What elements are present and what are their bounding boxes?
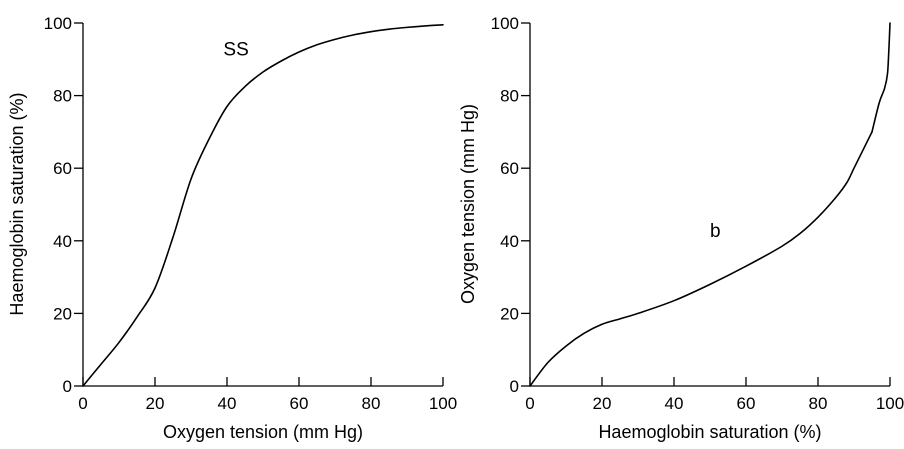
left-y-axis-title: Haemoglobin saturation (%) (7, 92, 27, 315)
right-y-axis-title: Oxygen tension (mm Hg) (458, 104, 478, 304)
left-x-tick-label: 0 (78, 394, 87, 413)
left-x-tick-label: 40 (218, 394, 237, 413)
left-x-axis-title: Oxygen tension (mm Hg) (163, 422, 363, 442)
left-y-tick-label: 0 (63, 377, 72, 396)
right-y-tick-label: 80 (500, 87, 519, 106)
left-y-tick-label: 20 (53, 304, 72, 323)
right-x-tick-label: 80 (809, 394, 828, 413)
left-y-tick-label: 60 (53, 159, 72, 178)
right-x-tick-label: 60 (737, 394, 756, 413)
right-y-tick-label: 20 (500, 304, 519, 323)
right-series-line-a (871, 22, 891, 133)
right-y-tick-label: 40 (500, 232, 519, 251)
left-series (82, 24, 444, 387)
right-x-tick-label: 40 (665, 394, 684, 413)
left-y-tick-label: 40 (53, 232, 72, 251)
right-series (529, 22, 891, 387)
right-x-tick-label: 20 (593, 394, 612, 413)
left-series-line-ss (82, 24, 444, 387)
left-x-tick-label: 100 (429, 394, 457, 413)
right-x-tick-label: 100 (876, 394, 904, 413)
right-y-tick-label: 100 (491, 14, 519, 33)
right-x-ticks: 0 20 40 60 80 100 (525, 377, 904, 413)
left-x-tick-label: 80 (362, 394, 381, 413)
left-chart: 0 20 40 60 80 100 0 20 40 60 80 100 SS Oxygen tens… (7, 14, 457, 442)
right-y-ticks: 0 20 40 60 80 100 (491, 14, 530, 396)
left-x-tick-label: 60 (290, 394, 309, 413)
right-x-tick-label: 0 (525, 394, 534, 413)
right-curve-label-b: b (710, 221, 721, 242)
left-x-tick-label: 20 (146, 394, 165, 413)
left-x-ticks: 0 20 40 60 80 100 (78, 377, 457, 413)
right-y-tick-label: 60 (500, 159, 519, 178)
right-y-tick-label: 0 (510, 377, 519, 396)
left-y-tick-label: 100 (44, 14, 72, 33)
right-x-axis-title: Haemoglobin saturation (%) (598, 422, 821, 442)
left-y-ticks: 0 20 40 60 80 100 (44, 14, 83, 396)
left-curve-label-ss: SS (223, 40, 248, 61)
right-series-line-b (529, 131, 873, 387)
left-y-tick-label: 80 (53, 87, 72, 106)
